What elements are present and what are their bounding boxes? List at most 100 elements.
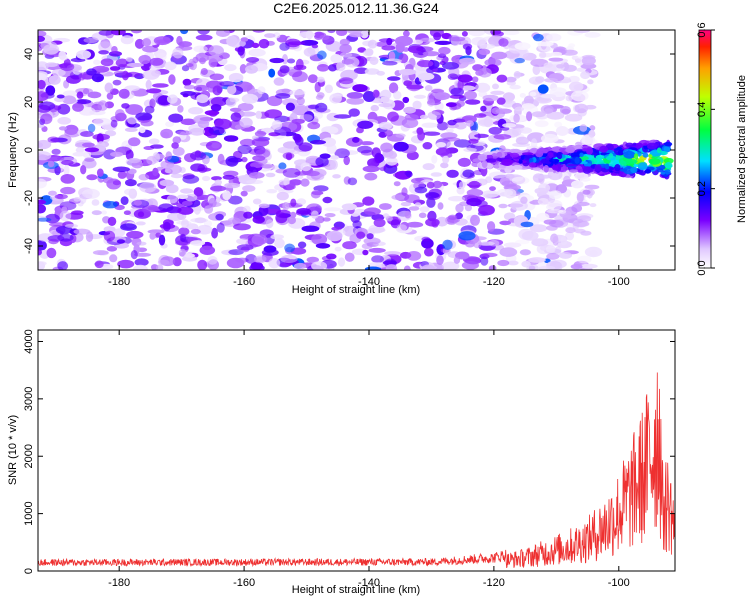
heatmap-cell bbox=[270, 234, 285, 240]
y-tick-label: 40 bbox=[23, 48, 35, 60]
heatmap-cell bbox=[204, 205, 214, 214]
heatmap-cell bbox=[314, 112, 323, 119]
y-tick-label: -40 bbox=[23, 238, 35, 254]
heatmap-cell bbox=[87, 123, 96, 133]
heatmap-cell bbox=[491, 107, 505, 115]
heatmap-cell bbox=[80, 165, 87, 175]
heatmap-cell bbox=[456, 99, 466, 108]
heatmap-cell bbox=[330, 54, 343, 63]
heatmap-signal-cell bbox=[644, 169, 652, 174]
heatmap-cell bbox=[568, 43, 576, 48]
heatmap-cell bbox=[571, 180, 584, 189]
heatmap-cell bbox=[316, 64, 330, 72]
heatmap-cell bbox=[363, 237, 381, 245]
y-tick-label: -20 bbox=[23, 190, 35, 206]
heatmap-cell bbox=[106, 246, 118, 252]
heatmap-cell bbox=[275, 212, 288, 224]
heatmap-cell bbox=[172, 47, 184, 59]
heatmap-signal-cell bbox=[656, 147, 662, 154]
heatmap-cell bbox=[138, 173, 150, 181]
heatmap-cell bbox=[115, 58, 129, 68]
heatmap-cell bbox=[190, 240, 206, 246]
heatmap-cell bbox=[57, 117, 72, 125]
heatmap-cell bbox=[94, 260, 104, 269]
heatmap-cell bbox=[196, 94, 209, 104]
heatmap-cell bbox=[164, 61, 177, 71]
heatmap-signal-cell bbox=[617, 149, 625, 156]
heatmap-cell bbox=[543, 62, 553, 68]
heatmap-cell bbox=[558, 251, 573, 259]
heatmap-cell bbox=[348, 32, 363, 38]
heatmap-signal-cell bbox=[664, 162, 673, 169]
heatmap-cell bbox=[265, 172, 276, 178]
heatmap-cell bbox=[72, 151, 86, 157]
heatmap-cell bbox=[424, 247, 434, 257]
heatmap-cell bbox=[455, 203, 464, 213]
heatmap-cell bbox=[91, 199, 100, 206]
heatmap-signal-cell bbox=[496, 151, 503, 158]
heatmap-cell bbox=[97, 100, 108, 111]
heatmap-cell bbox=[582, 189, 591, 195]
heatmap-cell bbox=[38, 79, 46, 90]
heatmap-cell bbox=[446, 169, 459, 178]
heatmap-cell bbox=[307, 74, 318, 84]
heatmap-signal-cell bbox=[663, 146, 670, 152]
heatmap-cell bbox=[436, 121, 449, 131]
heatmap-cell bbox=[357, 145, 373, 154]
heatmap-cell bbox=[51, 148, 61, 155]
heatmap-cell bbox=[564, 113, 583, 122]
heatmap-cell bbox=[472, 239, 482, 249]
heatmap-cell bbox=[251, 42, 260, 49]
heatmap-cell bbox=[274, 238, 285, 249]
heatmap-cell bbox=[215, 213, 224, 221]
heatmap-cell bbox=[126, 230, 144, 239]
heatmap-cell bbox=[208, 126, 225, 136]
heatmap-cell bbox=[58, 126, 68, 131]
heatmap-cell bbox=[197, 259, 208, 270]
heatmap-signal-cell bbox=[582, 166, 592, 174]
heatmap-cell bbox=[584, 184, 600, 190]
heatmap-cell bbox=[243, 211, 253, 219]
heatmap-cell bbox=[279, 262, 292, 267]
heatmap-cell bbox=[442, 137, 460, 142]
heatmap-cell bbox=[385, 264, 398, 270]
heatmap-cell bbox=[103, 230, 116, 242]
heatmap-cell bbox=[186, 223, 199, 230]
heatmap-cell bbox=[307, 121, 321, 130]
heatmap-cell bbox=[529, 91, 537, 97]
heatmap-cell bbox=[440, 162, 449, 169]
heatmap-cell bbox=[376, 70, 386, 76]
heatmap-cell bbox=[241, 93, 259, 104]
heatmap-cell bbox=[148, 138, 160, 145]
heatmap-cell bbox=[526, 264, 539, 270]
heatmap-cell bbox=[445, 102, 457, 108]
heatmap-cell bbox=[498, 38, 509, 47]
heatmap-cell bbox=[240, 111, 256, 117]
y-tick-label: 0 bbox=[23, 568, 35, 574]
heatmap-cell bbox=[268, 68, 276, 78]
heatmap-cell bbox=[284, 243, 295, 253]
heatmap-cell bbox=[117, 259, 135, 269]
heatmap-cell bbox=[179, 252, 186, 257]
heatmap-cell bbox=[146, 88, 162, 94]
heatmap-cell bbox=[181, 219, 189, 229]
heatmap-cell bbox=[127, 168, 137, 175]
heatmap-cell bbox=[546, 203, 562, 211]
heatmap-cell bbox=[555, 126, 569, 136]
heatmap-cell bbox=[239, 64, 247, 74]
snr-xlabel: Height of straight line (km) bbox=[292, 584, 420, 596]
heatmap-cell bbox=[300, 162, 312, 172]
heatmap-cell bbox=[269, 57, 285, 64]
heatmap-cell bbox=[121, 103, 130, 109]
heatmap-cell bbox=[296, 198, 307, 206]
heatmap-cell bbox=[545, 245, 557, 253]
heatmap-cell bbox=[282, 168, 301, 178]
heatmap-cell bbox=[124, 85, 140, 92]
heatmap-signal-cell bbox=[586, 147, 593, 155]
heatmap-cell bbox=[125, 71, 141, 78]
heatmap-signal-cell bbox=[648, 154, 653, 158]
heatmap-cell bbox=[315, 156, 329, 167]
heatmap-cell bbox=[289, 211, 297, 219]
heatmap-signal-cell bbox=[608, 153, 614, 159]
